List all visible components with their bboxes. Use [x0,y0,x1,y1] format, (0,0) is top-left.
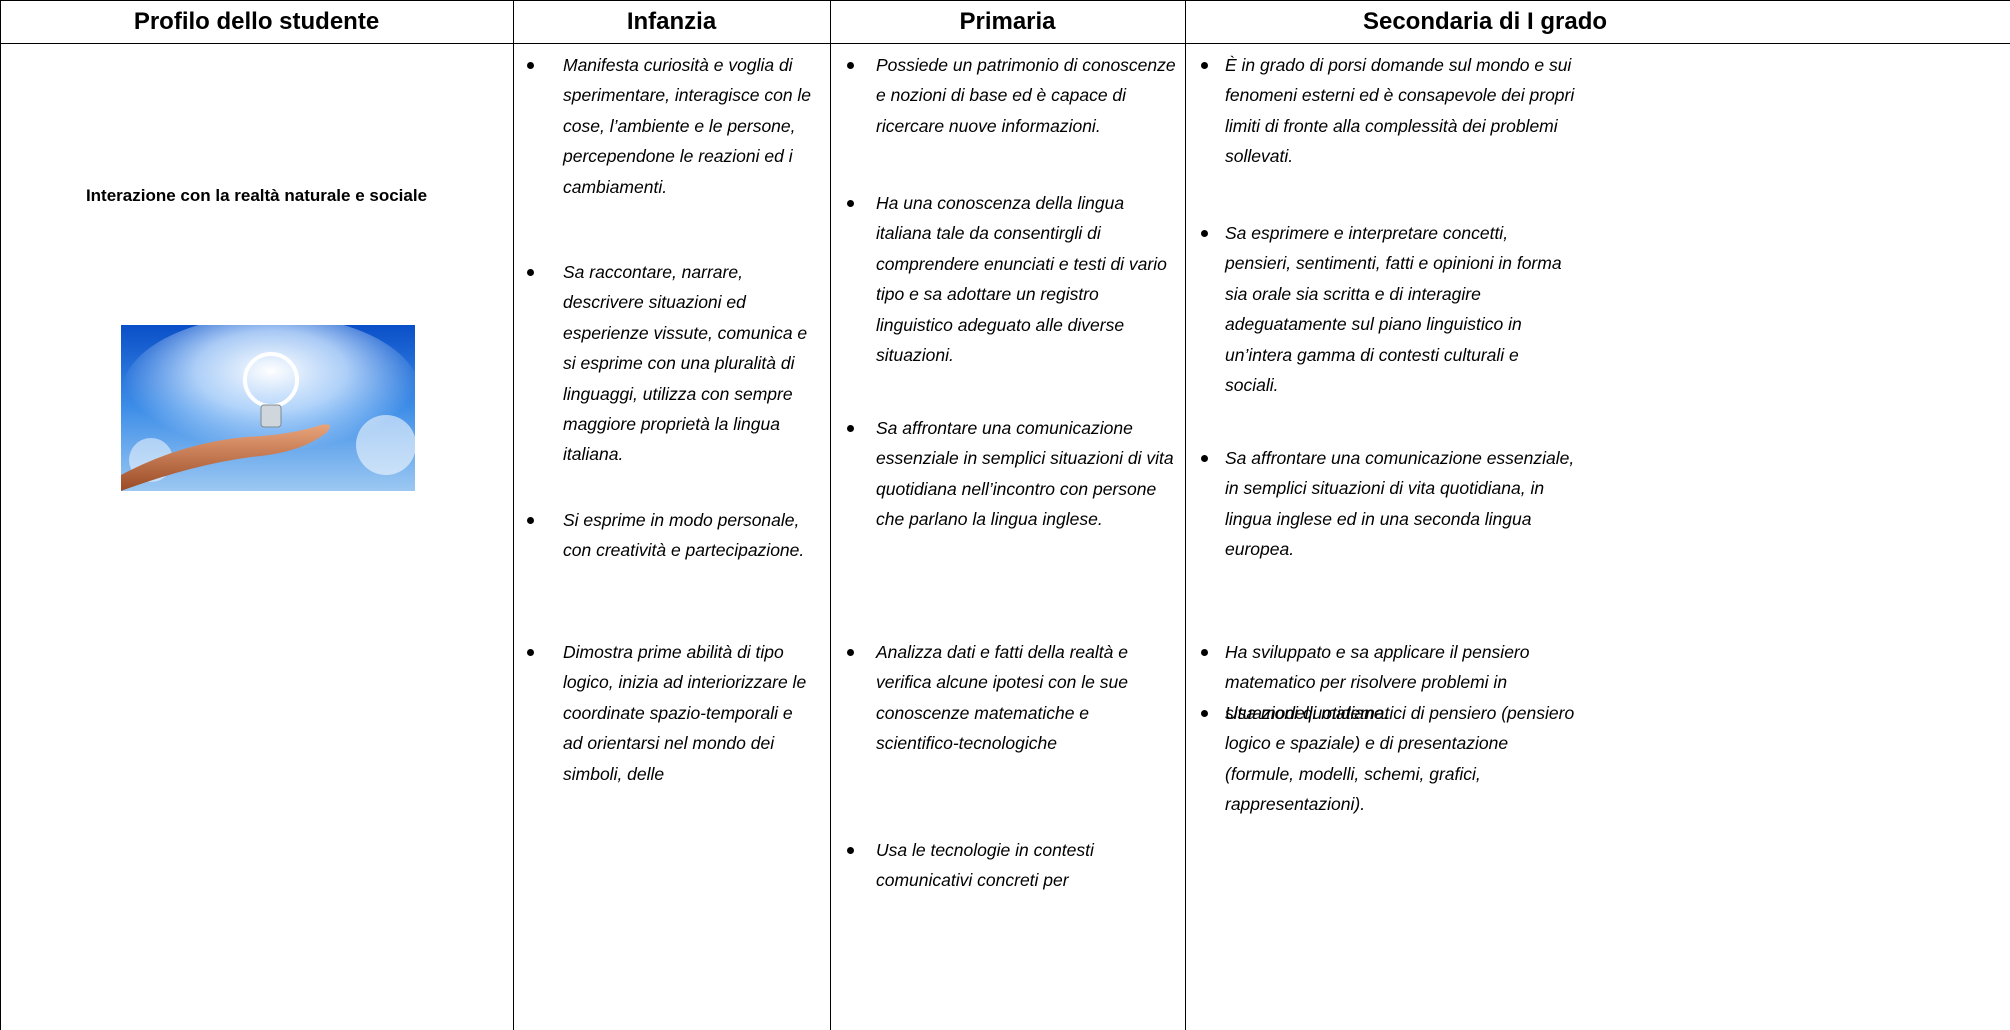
bullet-text: Ha una conoscenza della lingua italiana … [876,193,1167,366]
bullet [847,200,854,207]
column-border [830,0,831,1030]
bullet [1201,230,1208,237]
bullet [847,425,854,432]
bullet-text: Ha sviluppato e sa applicare il pensiero… [1225,642,1530,723]
header-border [0,43,2010,44]
bullet-text: Sa esprimere e interpretare concetti, pe… [1225,223,1562,396]
bullet-text: Usa le tecnologie in contesti comunicati… [876,840,1094,891]
column-header: Secondaria di I grado [1362,8,1608,35]
bullet [1201,710,1208,717]
column-border [1185,0,1186,1030]
bullet [527,269,534,276]
bullet-text: Possiede un patrimonio di conoscenze e n… [876,55,1176,136]
table-border [0,0,1,1030]
bullet [1201,649,1208,656]
bullet-text: Sa raccontare, narrare, descrivere situa… [563,262,808,465]
bullet-text: Manifesta curiosità e voglia di sperimen… [563,55,812,197]
bullet [1201,455,1208,462]
column-header: Infanzia [626,8,717,35]
row-label: Interazione con la realtà naturale e soc… [85,186,428,205]
bullet-text: Sa affrontare una comunicazione essenzia… [1225,448,1575,560]
illustration [121,325,415,491]
bullet-text: Sa affrontare una comunicazione essenzia… [876,418,1174,530]
bullet [527,62,534,69]
bullet [1201,62,1208,69]
bullet-text: Si esprime in modo personale, con creati… [563,510,805,561]
bullet-text: È in grado di porsi domande sul mondo e … [1225,55,1575,167]
column-header: Profilo dello studente [133,8,380,35]
bullet [847,649,854,656]
bullet [847,847,854,854]
column-border [513,0,514,1030]
table-border [0,0,2010,1]
column-header: Primaria [959,8,1056,35]
bullet [527,517,534,524]
bullet [527,649,534,656]
bullet-text: Dimostra prime abilità di tipo logico, i… [563,642,807,784]
bullet [847,62,854,69]
bullet-text: Analizza dati e fatti della realtà e ver… [876,642,1128,754]
bullet-text: Usa modelli matematici di pensiero (pens… [1225,703,1575,815]
